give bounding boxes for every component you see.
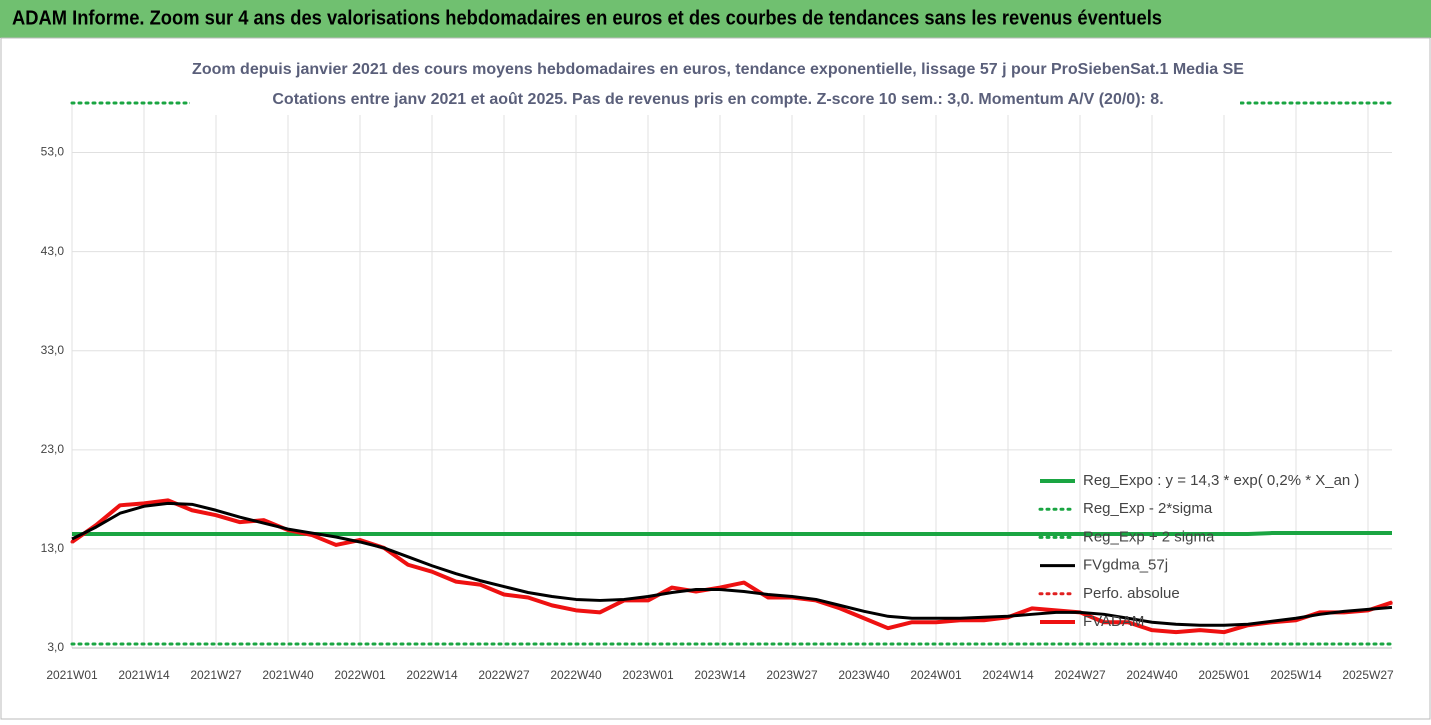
- x-tick-label: 2024W14: [982, 668, 1034, 682]
- x-tick-label: 2023W14: [694, 668, 746, 682]
- x-tick-label: 2023W40: [838, 668, 890, 682]
- series-line: [72, 531, 1392, 537]
- x-tick-label: 2025W14: [1270, 668, 1322, 682]
- series-line: [70, 498, 1394, 634]
- x-tick-label: 2021W14: [118, 668, 170, 682]
- series-line: [70, 498, 1393, 635]
- legend-label: Reg_Expo : y = 14,3 * exp( 0,2% * X_an ): [1083, 472, 1359, 489]
- chart-subtitle: Cotations entre janv 2021 et août 2025. …: [272, 91, 1163, 108]
- legend-label: Reg_Exp - 2*sigma: [1083, 500, 1213, 517]
- x-tick-label: 2023W01: [622, 668, 674, 682]
- y-tick-label: 43,0: [41, 244, 65, 258]
- x-tick-label: 2022W40: [550, 668, 602, 682]
- y-tick-label: 13,0: [41, 541, 65, 555]
- header: ADAM Informe. Zoom sur 4 ans des valoris…: [12, 7, 1162, 29]
- x-tick-label: 2025W01: [1198, 668, 1250, 682]
- x-tick-label: 2021W40: [262, 668, 314, 682]
- y-tick-label: 3,0: [47, 640, 64, 654]
- legend-label: Perfo. absolue: [1083, 585, 1180, 602]
- chart-title: Zoom depuis janvier 2021 des cours moyen…: [192, 61, 1244, 78]
- x-tick-label: 2022W01: [334, 668, 386, 682]
- legend-label: FVADAM: [1083, 613, 1144, 630]
- x-tick-label: 2024W27: [1054, 668, 1106, 682]
- chart-border: [0, 37, 1431, 720]
- legend-label: FVgdma_57j: [1083, 557, 1168, 574]
- header-bar: [0, 0, 1431, 38]
- x-tick-label: 2024W01: [910, 668, 962, 682]
- y-tick-label: 23,0: [41, 442, 65, 456]
- x-tick-label: 2024W40: [1126, 668, 1178, 682]
- x-tick-label: 2022W27: [478, 668, 530, 682]
- x-tick-label: 2025W27: [1342, 668, 1394, 682]
- x-tick-label: 2023W27: [766, 668, 818, 682]
- series-line: [71, 501, 1393, 627]
- x-tick-label: 2021W27: [190, 668, 242, 682]
- title-backdrop: [190, 55, 1240, 115]
- plot-area: 3,0 13,0 23,0 33,0 43,0 53,0 2021W01 2021W14 202…: [41, 101, 1394, 682]
- y-tick-label: 33,0: [41, 343, 65, 357]
- x-tick-label: 2022W14: [406, 668, 458, 682]
- legend-label: Reg_Exp + 2 sigma: [1083, 528, 1215, 545]
- x-tick-label: 2021W01: [46, 668, 98, 682]
- y-tick-label: 53,0: [41, 145, 65, 159]
